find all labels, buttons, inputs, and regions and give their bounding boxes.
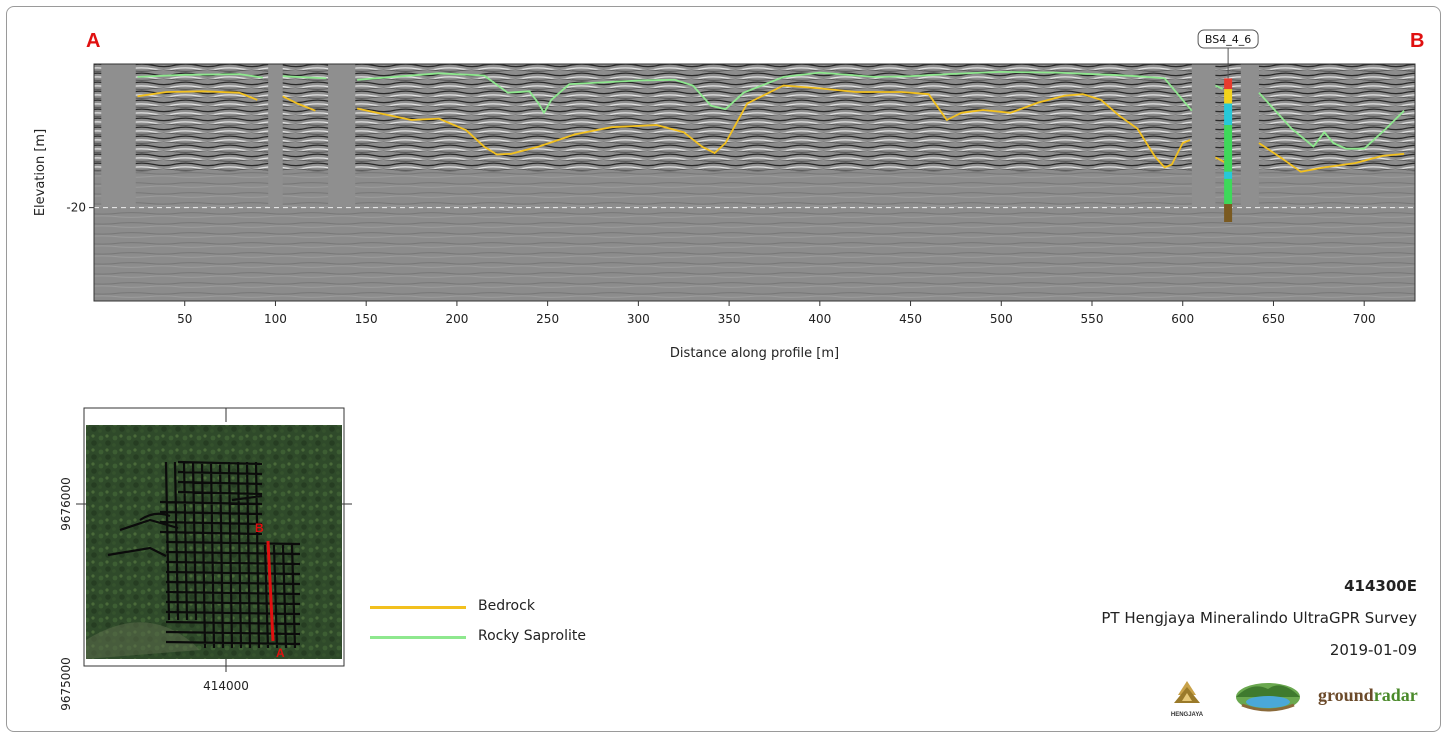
borehole-interval: [1224, 78, 1233, 90]
inset-y-tick-label: 9675000: [59, 657, 73, 710]
survey-emblem-logo: [1236, 683, 1300, 712]
series-line-rocky-saprolite: [137, 71, 1405, 150]
data-gap: [101, 64, 136, 208]
x-tick-label: 550: [1081, 312, 1104, 326]
series-line-bedrock: [137, 84, 1405, 173]
inset-x-tick-label: 414000: [203, 679, 249, 693]
legend-label-bedrock: Bedrock: [478, 598, 535, 614]
x-tick-label: 350: [718, 312, 741, 326]
x-tick-label: 150: [355, 312, 378, 326]
radargram-tone: [94, 64, 1415, 172]
profile-end-label: B: [1410, 30, 1425, 52]
logos: HENGJAYA groundradar: [1171, 681, 1418, 718]
line-id: 414300E: [1344, 577, 1417, 595]
x-tick-label: 650: [1262, 312, 1285, 326]
borehole-label: BS4_4_6: [1205, 33, 1251, 46]
inset-profile-start-label: A: [276, 646, 285, 660]
inset-y-tick-label: 9676000: [59, 477, 73, 530]
survey-grid-lines: [107, 460, 301, 649]
inset-profile-end-label: B: [255, 521, 264, 535]
inset-location-map: A B 414000 9676000 9675000: [59, 407, 352, 711]
hengjaya-logo: HENGJAYA: [1171, 681, 1204, 718]
plot-border: [93, 63, 1416, 302]
data-gap: [328, 64, 356, 208]
x-tick-label: 450: [899, 312, 922, 326]
data-gap: [268, 64, 283, 208]
legend-label-rocky-saprolite: Rocky Saprolite: [478, 628, 586, 644]
borehole-interval: [1224, 125, 1233, 172]
legend-swatch-rocky-saprolite: [370, 636, 466, 639]
x-tick-label: 400: [808, 312, 831, 326]
profile-line: [266, 540, 275, 642]
groundradar-logo: groundradar: [1318, 685, 1418, 705]
data-gap: [1240, 64, 1259, 208]
groundradar-logo-prefix: ground: [1318, 685, 1374, 705]
data-gap: [1191, 64, 1216, 208]
borehole-interval: [1224, 171, 1233, 179]
x-tick-label: 600: [1171, 312, 1194, 326]
borehole-interval: [1224, 178, 1233, 205]
legend-swatch-bedrock: [370, 606, 466, 609]
borehole-interval: [1224, 89, 1233, 104]
x-tick-label: 200: [445, 312, 468, 326]
profile-start-label: A: [86, 30, 101, 52]
y-tick-label: -20: [66, 201, 86, 215]
x-tick-label: 100: [264, 312, 287, 326]
survey-date: 2019-01-09: [1329, 641, 1417, 659]
x-tick-label: 700: [1353, 312, 1376, 326]
groundradar-logo-suffix: radar: [1374, 685, 1418, 705]
x-tick-label: 50: [177, 312, 192, 326]
x-tick-label: 300: [627, 312, 650, 326]
plot-area: BS4_4_6 50 100 150 200 250 300 350 400 450 500 550 6…: [33, 29, 1416, 361]
x-tick-label: 500: [990, 312, 1013, 326]
hengjaya-logo-text: HENGJAYA: [1171, 712, 1204, 718]
borehole-interval: [1224, 103, 1233, 126]
x-axis-title: Distance along profile [m]: [670, 346, 839, 361]
y-axis-title: Elevation [m]: [33, 129, 48, 216]
borehole-interval: [1224, 204, 1233, 222]
x-tick-label: 250: [536, 312, 559, 326]
survey-title: PT Hengjaya Mineralindo UltraGPR Survey: [1101, 609, 1417, 627]
